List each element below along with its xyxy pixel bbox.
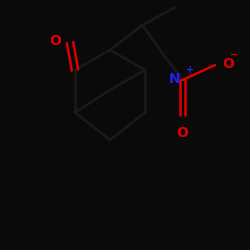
Text: +: + bbox=[186, 65, 194, 75]
Text: −: − bbox=[230, 50, 238, 60]
Text: N: N bbox=[168, 72, 180, 86]
Text: O: O bbox=[50, 34, 61, 48]
Text: O: O bbox=[176, 126, 188, 140]
Text: O: O bbox=[222, 57, 234, 71]
